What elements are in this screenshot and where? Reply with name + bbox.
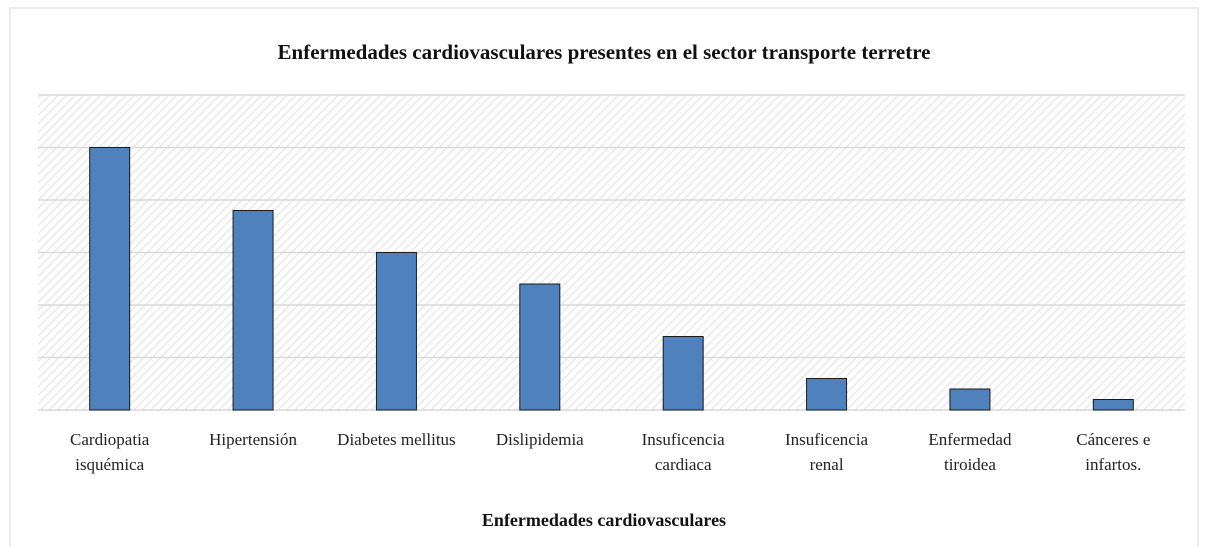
x-axis-title: Enfermedades cardiovasculares (481, 510, 727, 530)
x-tick-label: Dislipidemia (495, 430, 584, 449)
x-tick-label: Cardiopatia isquémica (70, 430, 150, 474)
x-tick-label: Diabetes mellitus (337, 430, 456, 449)
bar (519, 283, 561, 411)
bar (806, 378, 848, 411)
bar (1092, 399, 1134, 411)
x-tick-label: Cánceres e infartos. (1076, 430, 1151, 474)
bar (375, 252, 417, 411)
bar (662, 336, 704, 411)
chart-title: Enfermedades cardiovasculares presentes … (277, 40, 931, 64)
bar (232, 210, 274, 411)
x-tick-label: Insuficencia renal (785, 430, 869, 474)
x-tick-label: Insuficencia cardiaca (641, 430, 725, 474)
x-tick-label: Hipertensión (209, 430, 297, 449)
bar (949, 388, 991, 411)
bar (89, 147, 131, 411)
x-tick-label: Enfermedad tiroidea (928, 430, 1012, 474)
